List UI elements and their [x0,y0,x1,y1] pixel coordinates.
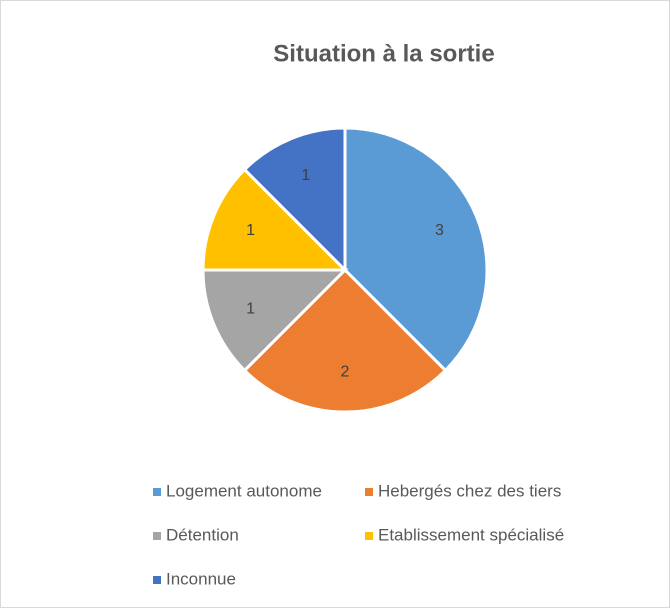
legend-label: Hebergés chez des tiers [378,481,561,500]
data-label: 1 [301,167,310,184]
pie-slice [242,126,347,274]
legend-swatch [365,532,373,540]
legend-swatch [365,488,373,496]
legend-swatch [153,576,161,584]
pie-slice [201,167,349,272]
data-label: 1 [246,300,255,317]
chart-title: Situation à la sortie [273,40,494,67]
legend-label: Détention [166,525,239,544]
legend-swatch [153,488,161,496]
data-label: 2 [341,363,350,380]
legend-swatch [153,532,161,540]
legend-label: Inconnue [166,569,236,588]
legend-label: Logement autonome [166,481,322,500]
pie-slice [343,126,489,373]
legend-label: Etablissement spécialisé [378,525,564,544]
pie-slice [201,268,349,373]
pie-slice [242,267,448,414]
data-label: 3 [435,222,444,239]
data-label: 1 [246,222,255,239]
